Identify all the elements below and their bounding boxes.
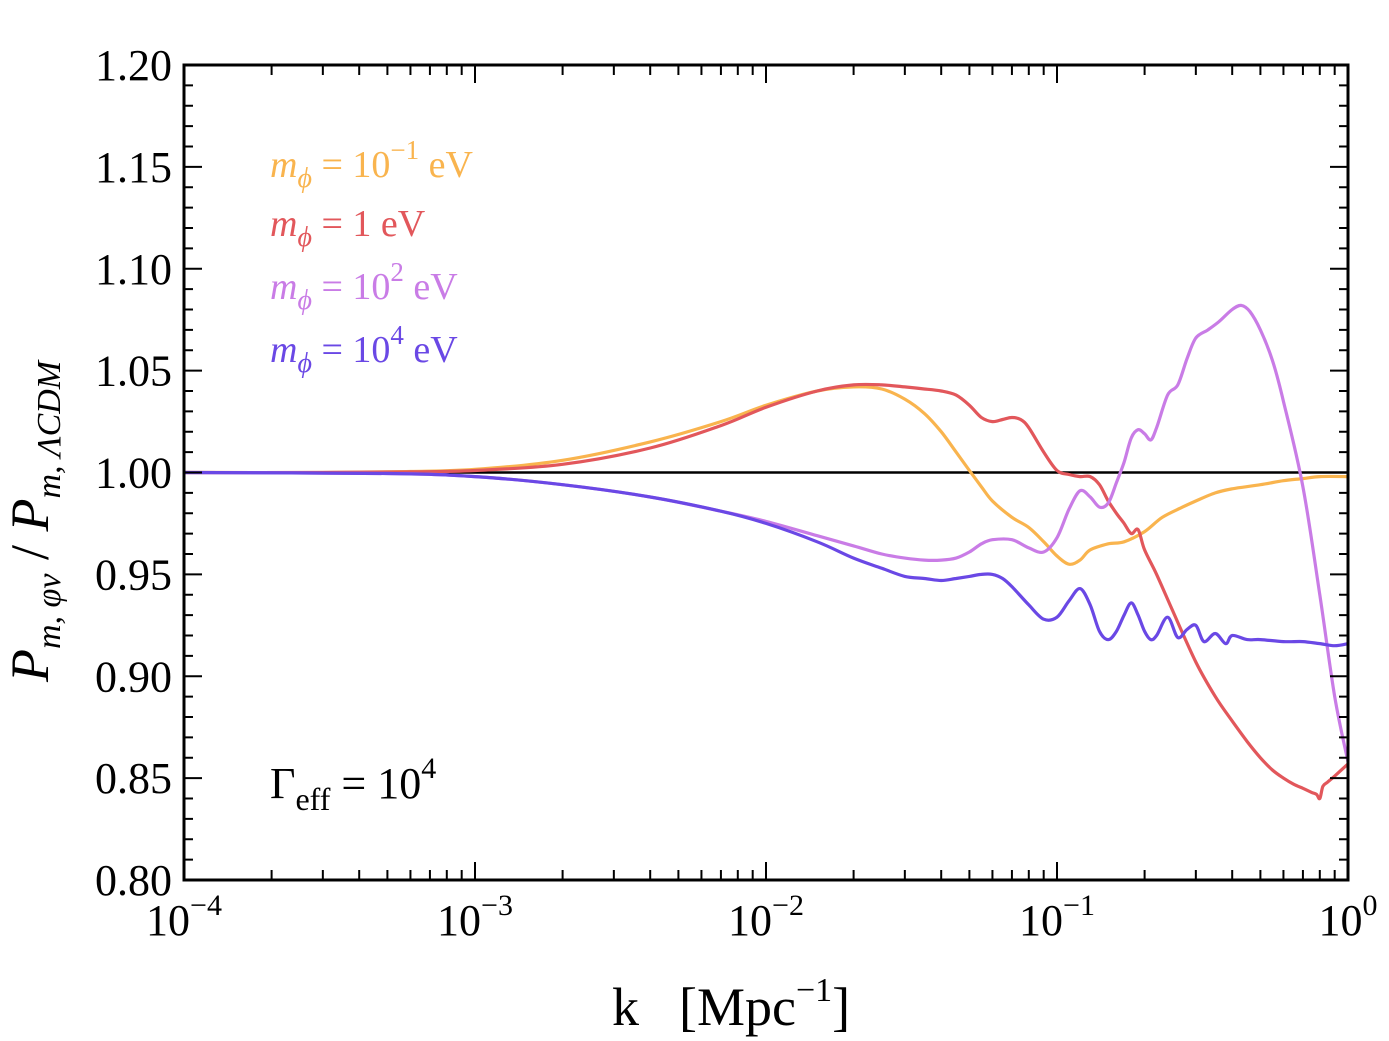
y-axis-title-sep: / — [0, 532, 60, 574]
x-tick-label-base: 10 — [146, 896, 190, 945]
y-axis-title-p2: P — [0, 499, 60, 533]
x-tick-label-exp: −4 — [190, 889, 222, 922]
annotation-symbol: Γ — [270, 759, 295, 808]
legend-equals: = 10 — [312, 144, 390, 186]
x-tick-label-0: 10−4 — [146, 889, 222, 945]
y-tick-label-8: 1.20 — [95, 41, 172, 90]
legend-entry-2: mϕ = 1 eV — [270, 203, 426, 253]
y-tick-label-2: 0.90 — [95, 652, 172, 701]
annotation-subscript: eff — [295, 781, 330, 817]
legend-unit: eV — [371, 203, 425, 245]
labels-group: 10−4 10−3 10−2 10−1 1000.800.850.900.951.001… — [95, 41, 1378, 945]
y-axis-title-sub2: m, ΛCDM — [31, 359, 68, 498]
y-tick-label-7: 1.15 — [95, 143, 172, 192]
legend-unit: eV — [419, 144, 473, 186]
legend-subscript: ϕ — [297, 285, 312, 316]
annotation-exponent: 4 — [421, 752, 436, 785]
legend-equals: = 10 — [312, 329, 390, 371]
gamma-annotation: Γeff = 104 — [270, 752, 436, 817]
legend-subscript: ϕ — [297, 348, 312, 379]
legend-entry-4: mϕ = 104 eV — [270, 320, 458, 379]
x-tick-label-1: 10−3 — [437, 889, 513, 945]
y-tick-label-6: 1.10 — [95, 245, 172, 294]
x-axis-title-unit-close: ] — [832, 977, 850, 1037]
legend-subscript: ϕ — [297, 222, 312, 253]
plot-frame — [182, 63, 1350, 882]
legend-symbol: m — [270, 203, 297, 245]
x-axis-title-main: k — [612, 977, 639, 1037]
legend-unit: eV — [404, 266, 458, 308]
y-tick-label-4: 1.00 — [95, 449, 172, 498]
y-tick-label-5: 1.05 — [95, 347, 172, 396]
series-line-3 — [184, 303, 1348, 764]
y-axis-title-sub1: m, φν — [31, 573, 68, 649]
y-axis-title-p1: P — [0, 649, 60, 683]
x-tick-label-exp: −2 — [772, 889, 804, 922]
x-tick-label-base: 10 — [1319, 896, 1363, 945]
legend-entry-3: mϕ = 102 eV — [270, 257, 458, 316]
x-axis-title: k [Mpc−1] — [612, 972, 850, 1037]
legend-exponent: −1 — [390, 135, 419, 165]
legend-symbol: m — [270, 266, 297, 308]
legend-subscript: ϕ — [297, 163, 312, 194]
legend-exponent: 4 — [390, 320, 404, 350]
legend-symbol: m — [270, 144, 297, 186]
series-line-4 — [184, 470, 1348, 648]
x-tick-label-base: 10 — [1019, 896, 1063, 945]
legend-equals: = 1 — [312, 203, 371, 245]
y-tick-label-3: 0.95 — [95, 550, 172, 599]
x-tick-label-base: 10 — [437, 896, 481, 945]
x-tick-label-2: 10−2 — [728, 889, 804, 945]
y-tick-label-1: 0.85 — [95, 754, 172, 803]
legend-exponent: 2 — [390, 257, 404, 287]
series-line-2 — [184, 382, 1348, 801]
x-tick-label-4: 100 — [1319, 889, 1378, 945]
legend-equals: = 10 — [312, 266, 390, 308]
x-tick-label-3: 10−1 — [1019, 889, 1095, 945]
y-axis-title: Pm, φν / Pm, ΛCDM — [0, 359, 68, 683]
y-tick-label-0: 0.80 — [95, 856, 172, 905]
annotation-equals: = 10 — [330, 759, 421, 808]
x-tick-label-exp: −3 — [481, 889, 513, 922]
legend-symbol: m — [270, 329, 297, 371]
x-tick-label-base: 10 — [728, 896, 772, 945]
x-axis-title-unit: [Mpc — [679, 977, 796, 1037]
x-tick-label-exp: −1 — [1063, 889, 1095, 922]
series-line-1 — [184, 385, 1348, 566]
series-group — [184, 303, 1348, 801]
x-tick-label-exp: 0 — [1363, 889, 1378, 922]
legend-unit: eV — [404, 329, 458, 371]
x-axis-title-unit-exp: −1 — [796, 972, 832, 1009]
legend-entry-1: mϕ = 10−1 eV — [270, 135, 473, 194]
